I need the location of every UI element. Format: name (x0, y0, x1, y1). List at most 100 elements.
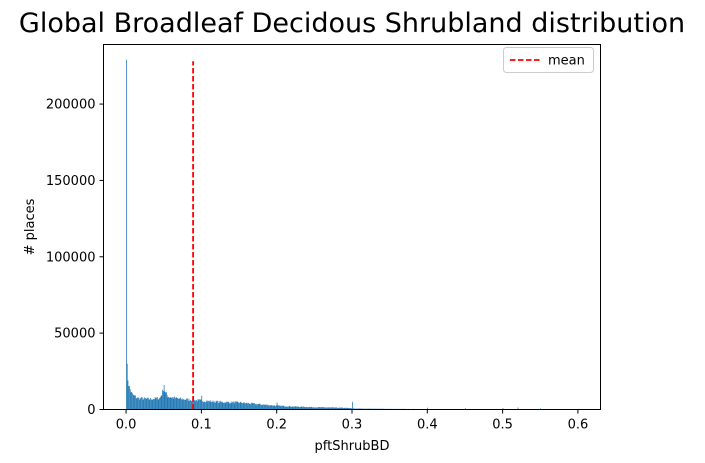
histogram-bar (245, 402, 247, 410)
histogram-bar (159, 397, 161, 410)
histogram-bar (345, 407, 347, 410)
histogram-bar (127, 380, 129, 410)
histogram-bar (156, 397, 158, 410)
histogram-bar (238, 402, 240, 410)
histogram-bar (307, 407, 309, 410)
histogram-bar (186, 398, 188, 410)
histogram-bar (267, 404, 269, 410)
histogram-bar (148, 399, 150, 410)
histogram-bar (196, 401, 198, 410)
histogram-bar (176, 397, 178, 410)
histogram-bar (271, 405, 273, 410)
histogram-bar (247, 403, 249, 410)
histogram-bar (172, 397, 174, 410)
histogram-bar (351, 408, 352, 410)
histogram-bar (310, 407, 312, 410)
x-tick-label: 0.2 (266, 418, 287, 433)
histogram-bar (262, 405, 264, 410)
histogram-bar (339, 407, 341, 410)
histogram-bar (336, 407, 337, 410)
histogram-bar (215, 400, 217, 410)
histogram-bar (141, 397, 142, 410)
histogram-bar (336, 407, 338, 410)
histogram-bar (135, 395, 136, 410)
histogram-bar (296, 406, 298, 410)
histogram-bar (133, 394, 135, 410)
histogram-bar (341, 407, 343, 410)
histogram-bar (303, 406, 305, 410)
histogram-bar (295, 406, 297, 410)
legend-box (503, 47, 594, 73)
x-tick-label: 0.3 (342, 418, 363, 433)
histogram-bar (260, 404, 261, 410)
x-axis-label: pftShrubBD (315, 439, 390, 454)
histogram-bar (137, 397, 139, 410)
histogram-bar (335, 407, 337, 410)
histogram-bar (540, 408, 542, 410)
histogram-bar (346, 407, 348, 410)
histogram-bar (175, 397, 177, 410)
histogram-bar (250, 403, 252, 410)
histogram-bar (283, 405, 285, 410)
histogram-bar (170, 397, 172, 410)
histogram-bar (311, 406, 313, 410)
histogram-bar (333, 407, 334, 410)
histogram-bar (164, 391, 166, 410)
histogram-bar (126, 59, 127, 410)
histogram-bar (208, 400, 210, 410)
histogram-bar (141, 397, 143, 410)
histogram-bar (260, 404, 262, 410)
histogram-bar (184, 399, 185, 410)
histogram-bar (281, 405, 282, 410)
histogram-bar (278, 405, 280, 410)
histogram-bar (272, 405, 273, 410)
histogram-bar (213, 402, 215, 410)
histogram-bar (344, 407, 346, 410)
histogram-bar (132, 393, 133, 410)
histogram-bar (189, 400, 191, 410)
histogram-bar (272, 405, 274, 410)
histogram-bar (179, 398, 181, 410)
histogram-bar (187, 398, 188, 410)
histogram-bar (168, 396, 170, 410)
histogram-bar (261, 404, 263, 410)
histogram-bar (153, 399, 155, 410)
histogram-bar (294, 406, 296, 410)
histogram-bar (214, 401, 215, 410)
histogram-bar (298, 406, 300, 410)
histogram-bar (239, 403, 240, 410)
histogram-bar (234, 401, 236, 410)
histogram-bar (309, 407, 311, 410)
histogram-bar (150, 397, 151, 410)
histogram-bar (257, 404, 259, 410)
histogram-bar (202, 401, 203, 410)
histogram-bar (230, 403, 231, 410)
histogram-bar (353, 408, 355, 410)
histogram-bar (240, 401, 242, 410)
histogram-bar (263, 404, 264, 410)
histogram-bar (251, 402, 253, 410)
histogram-bar (286, 406, 288, 410)
histogram-bar (178, 398, 180, 410)
histogram-bar (318, 407, 320, 410)
histogram-bar (327, 407, 328, 410)
histogram-bar (243, 402, 245, 410)
histogram-bar (291, 406, 292, 410)
histogram-bar (332, 407, 334, 410)
x-tick-label: 0.5 (492, 418, 513, 433)
histogram-bar (135, 398, 137, 410)
histogram-bar (129, 389, 131, 410)
histogram-bar (228, 402, 230, 410)
histogram-bar (284, 406, 285, 410)
histogram-bar (151, 399, 153, 410)
histogram-bar (229, 403, 231, 410)
histogram-bar (293, 406, 295, 410)
histogram-bar (245, 403, 246, 410)
histogram-bar (232, 401, 234, 410)
histogram-bar (210, 400, 212, 410)
histogram-bar (348, 408, 350, 410)
histogram-bar (517, 407, 519, 410)
histogram-bar (265, 404, 267, 410)
histogram-bar (278, 405, 279, 410)
histogram-bar (259, 403, 261, 410)
